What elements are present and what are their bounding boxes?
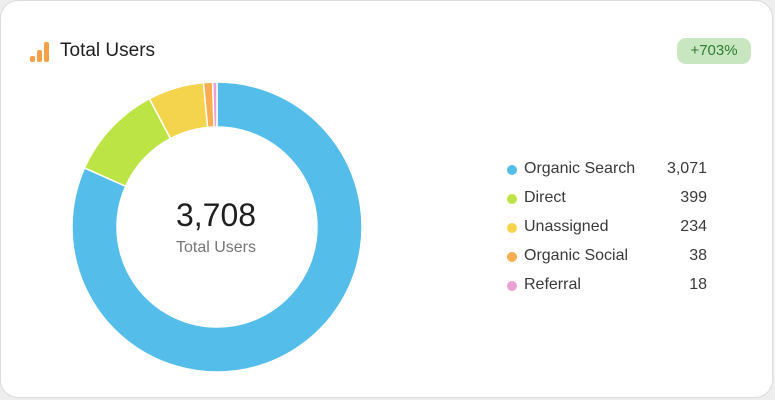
legend-dot-icon bbox=[507, 223, 517, 233]
legend-label: Unassigned bbox=[524, 218, 609, 235]
legend-item-organic-social: Organic Social 38 bbox=[507, 243, 707, 272]
legend-value: 399 bbox=[680, 189, 707, 206]
legend-value: 18 bbox=[689, 276, 707, 293]
slice-organic-search[interactable] bbox=[71, 81, 363, 373]
legend-label: Organic Search bbox=[524, 160, 636, 177]
total-users-value: 3,708 bbox=[175, 197, 257, 233]
legend-dot-icon bbox=[507, 252, 517, 262]
legend-dot-icon bbox=[507, 281, 517, 291]
legend-item-direct: Direct 399 bbox=[507, 185, 707, 214]
legend-label: Referral bbox=[524, 276, 581, 293]
total-users-label: Total Users bbox=[175, 239, 257, 256]
card-title: Total Users bbox=[60, 40, 156, 61]
chart-legend: Organic Search 3,071 Direct 399 Unassigned 23… bbox=[507, 156, 707, 301]
legend-item-unassigned: Unassigned 234 bbox=[507, 214, 707, 243]
legend-dot-icon bbox=[507, 194, 517, 204]
legend-value: 234 bbox=[680, 218, 707, 235]
legend-item-referral: Referral 18 bbox=[507, 272, 707, 301]
legend-dot-icon bbox=[507, 165, 517, 175]
bar-chart-icon bbox=[30, 42, 49, 62]
slice-referral[interactable] bbox=[211, 81, 218, 128]
legend-value: 3,071 bbox=[666, 160, 707, 177]
legend-label: Organic Social bbox=[524, 247, 629, 264]
legend-label: Direct bbox=[524, 189, 566, 206]
growth-badge: +703% bbox=[677, 38, 751, 64]
legend-item-organic-search: Organic Search 3,071 bbox=[507, 156, 707, 185]
legend-value: 38 bbox=[689, 247, 707, 264]
donut-chart bbox=[71, 81, 363, 373]
